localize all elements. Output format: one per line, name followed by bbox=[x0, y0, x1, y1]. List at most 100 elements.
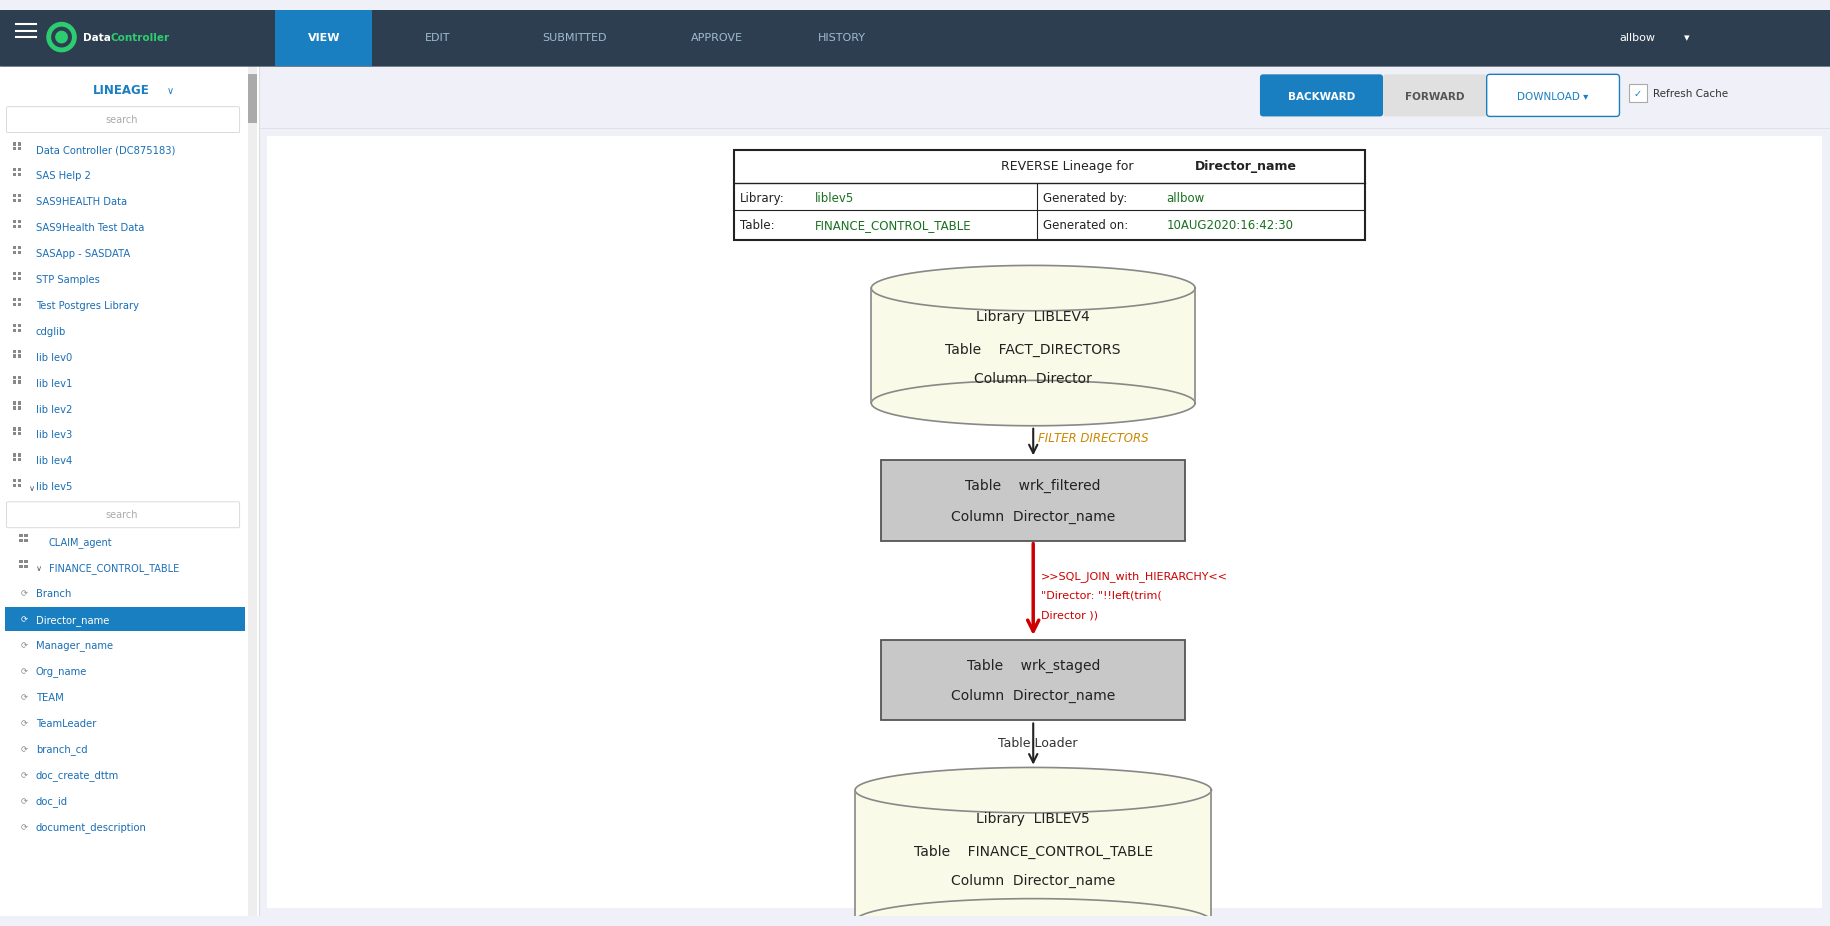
Text: Refresh Cache: Refresh Cache bbox=[1654, 89, 1729, 99]
FancyBboxPatch shape bbox=[18, 272, 22, 275]
Text: >>SQL_JOIN_with_HIERARCHY<<: >>SQL_JOIN_with_HIERARCHY<< bbox=[1041, 571, 1228, 582]
Text: ▾: ▾ bbox=[1684, 33, 1689, 43]
FancyBboxPatch shape bbox=[18, 303, 22, 306]
FancyBboxPatch shape bbox=[18, 324, 22, 327]
FancyBboxPatch shape bbox=[880, 460, 1186, 541]
FancyBboxPatch shape bbox=[13, 169, 16, 171]
Text: FINANCE_CONTROL_TABLE: FINANCE_CONTROL_TABLE bbox=[49, 563, 179, 574]
FancyBboxPatch shape bbox=[13, 402, 16, 405]
FancyBboxPatch shape bbox=[247, 67, 258, 917]
Polygon shape bbox=[871, 288, 1195, 403]
FancyBboxPatch shape bbox=[18, 432, 22, 435]
FancyBboxPatch shape bbox=[260, 67, 1830, 917]
FancyBboxPatch shape bbox=[13, 173, 16, 176]
FancyBboxPatch shape bbox=[24, 565, 27, 569]
FancyBboxPatch shape bbox=[13, 479, 16, 482]
Text: ⟳: ⟳ bbox=[20, 797, 27, 806]
Text: doc_create_dttm: doc_create_dttm bbox=[35, 770, 119, 781]
FancyBboxPatch shape bbox=[18, 246, 22, 249]
FancyBboxPatch shape bbox=[20, 565, 22, 569]
FancyBboxPatch shape bbox=[13, 272, 16, 275]
Polygon shape bbox=[871, 266, 1195, 311]
FancyBboxPatch shape bbox=[18, 458, 22, 461]
FancyBboxPatch shape bbox=[13, 303, 16, 306]
FancyBboxPatch shape bbox=[13, 298, 16, 301]
FancyBboxPatch shape bbox=[18, 484, 22, 487]
FancyBboxPatch shape bbox=[18, 199, 22, 202]
Text: Generated on:: Generated on: bbox=[1043, 219, 1129, 232]
Polygon shape bbox=[855, 790, 1211, 921]
Text: ⟳: ⟳ bbox=[20, 823, 27, 832]
Text: ∨: ∨ bbox=[29, 484, 35, 494]
Text: SUBMITTED: SUBMITTED bbox=[544, 33, 608, 43]
FancyBboxPatch shape bbox=[18, 173, 22, 176]
FancyBboxPatch shape bbox=[13, 407, 16, 409]
Text: lib lev2: lib lev2 bbox=[35, 405, 71, 415]
Text: Test Postgres Library: Test Postgres Library bbox=[35, 301, 139, 311]
FancyBboxPatch shape bbox=[7, 106, 240, 132]
Polygon shape bbox=[855, 768, 1211, 813]
Text: ⟳: ⟳ bbox=[20, 590, 27, 599]
Text: doc_id: doc_id bbox=[35, 796, 68, 807]
Text: 10AUG2020:16:42:30: 10AUG2020:16:42:30 bbox=[1166, 219, 1294, 232]
FancyBboxPatch shape bbox=[18, 350, 22, 353]
Text: ∨: ∨ bbox=[167, 85, 174, 95]
FancyBboxPatch shape bbox=[0, 67, 260, 917]
FancyBboxPatch shape bbox=[18, 251, 22, 254]
Text: STP Samples: STP Samples bbox=[35, 275, 99, 285]
Text: ∨: ∨ bbox=[35, 564, 42, 573]
FancyBboxPatch shape bbox=[13, 194, 16, 197]
FancyBboxPatch shape bbox=[13, 251, 16, 254]
Text: FINANCE_CONTROL_TABLE: FINANCE_CONTROL_TABLE bbox=[814, 219, 972, 232]
Text: branch_cd: branch_cd bbox=[35, 745, 88, 755]
Text: Table:: Table: bbox=[739, 219, 774, 232]
Text: Table Loader: Table Loader bbox=[999, 737, 1078, 750]
FancyBboxPatch shape bbox=[0, 9, 1830, 67]
Text: ⟳: ⟳ bbox=[20, 720, 27, 728]
FancyBboxPatch shape bbox=[7, 502, 240, 528]
FancyBboxPatch shape bbox=[13, 432, 16, 435]
FancyBboxPatch shape bbox=[18, 355, 22, 357]
FancyBboxPatch shape bbox=[24, 534, 27, 537]
FancyBboxPatch shape bbox=[18, 194, 22, 197]
Text: SASApp - SASDATA: SASApp - SASDATA bbox=[35, 249, 130, 259]
Text: "Director: "!!left(trim(: "Director: "!!left(trim( bbox=[1041, 591, 1162, 601]
FancyBboxPatch shape bbox=[18, 376, 22, 379]
Text: Column  Director: Column Director bbox=[974, 371, 1093, 386]
Text: search: search bbox=[104, 510, 137, 519]
FancyBboxPatch shape bbox=[13, 381, 16, 383]
FancyBboxPatch shape bbox=[13, 376, 16, 379]
Polygon shape bbox=[48, 22, 77, 52]
FancyBboxPatch shape bbox=[13, 428, 16, 431]
Text: Director_name: Director_name bbox=[35, 615, 110, 626]
Text: liblev5: liblev5 bbox=[814, 192, 855, 205]
Text: DOWNLOAD ▾: DOWNLOAD ▾ bbox=[1517, 92, 1588, 102]
Text: cdglib: cdglib bbox=[35, 327, 66, 337]
FancyBboxPatch shape bbox=[18, 147, 22, 150]
Polygon shape bbox=[871, 381, 1195, 426]
Text: Manager_name: Manager_name bbox=[35, 641, 113, 652]
Text: FILTER DIRECTORS: FILTER DIRECTORS bbox=[1038, 432, 1149, 445]
FancyBboxPatch shape bbox=[13, 350, 16, 353]
Text: ✓: ✓ bbox=[1634, 89, 1642, 99]
FancyBboxPatch shape bbox=[18, 428, 22, 431]
Text: TeamLeader: TeamLeader bbox=[35, 719, 95, 729]
FancyBboxPatch shape bbox=[13, 220, 16, 223]
FancyBboxPatch shape bbox=[18, 220, 22, 223]
Text: Table    FACT_DIRECTORS: Table FACT_DIRECTORS bbox=[946, 343, 1122, 357]
Text: Column  Director_name: Column Director_name bbox=[952, 509, 1114, 523]
Text: lib lev1: lib lev1 bbox=[35, 379, 71, 389]
Text: Data Controller (DC875183): Data Controller (DC875183) bbox=[35, 145, 176, 156]
Text: Generated by:: Generated by: bbox=[1043, 192, 1127, 205]
Text: ⟳: ⟳ bbox=[20, 668, 27, 676]
FancyBboxPatch shape bbox=[1259, 74, 1383, 117]
FancyBboxPatch shape bbox=[13, 147, 16, 150]
Text: Library:: Library: bbox=[739, 192, 785, 205]
Text: Org_name: Org_name bbox=[35, 667, 88, 677]
Text: ⟳: ⟳ bbox=[20, 694, 27, 702]
Text: SAS9HEALTH Data: SAS9HEALTH Data bbox=[35, 197, 126, 207]
Text: LINEAGE: LINEAGE bbox=[93, 84, 150, 97]
Text: Library  LIBLEV4: Library LIBLEV4 bbox=[977, 310, 1091, 324]
FancyBboxPatch shape bbox=[18, 454, 22, 457]
Text: ⟳: ⟳ bbox=[20, 642, 27, 650]
